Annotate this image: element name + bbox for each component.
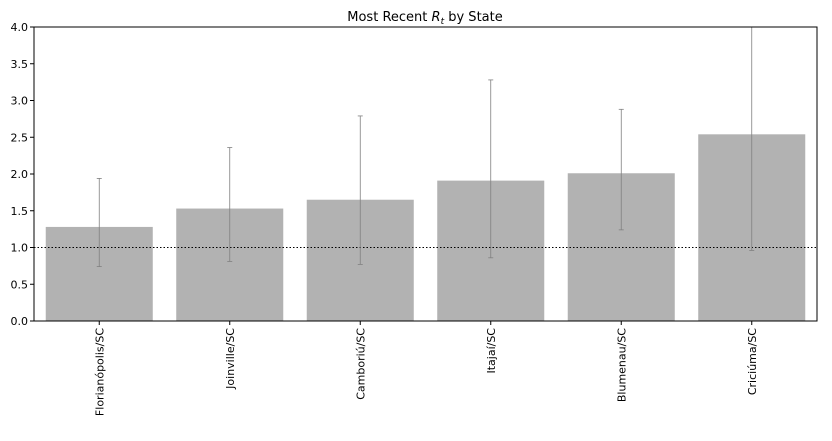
x-tick-label: Blumenau/SC <box>615 328 628 402</box>
chart-title-symbol: R <box>432 10 441 25</box>
x-tick-label: Itajaí/SC <box>485 328 498 374</box>
y-tick-label: 3.0 <box>11 95 29 108</box>
y-tick-label: 2.0 <box>11 168 29 181</box>
x-tick-label: Florianópolis/SC <box>93 328 106 416</box>
chart-title: Most Recent Rt by State <box>347 10 502 27</box>
x-tick-label: Camboriú/SC <box>354 328 367 400</box>
x-tick-label: Joinville/SC <box>224 328 237 390</box>
y-tick-label: 4.0 <box>11 21 29 34</box>
y-tick-label: 1.0 <box>11 242 29 255</box>
plot-area: 0.0 0.5 1.0 1.5 2.0 2.5 3.0 3.5 4.0 Florianópolis… <box>11 21 818 416</box>
chart-title-suffix: by State <box>448 10 503 25</box>
chart-title-subscript: t <box>441 17 445 27</box>
y-tick-label: 2.5 <box>11 131 29 144</box>
y-tick-label: 0.0 <box>11 315 29 328</box>
y-tick-label: 1.5 <box>11 205 29 218</box>
y-tick-label: 3.5 <box>11 58 29 71</box>
x-tick-label: Criciúma/SC <box>746 328 759 395</box>
y-tick-label: 0.5 <box>11 278 29 291</box>
chart-title-prefix: Most Recent <box>347 10 427 25</box>
